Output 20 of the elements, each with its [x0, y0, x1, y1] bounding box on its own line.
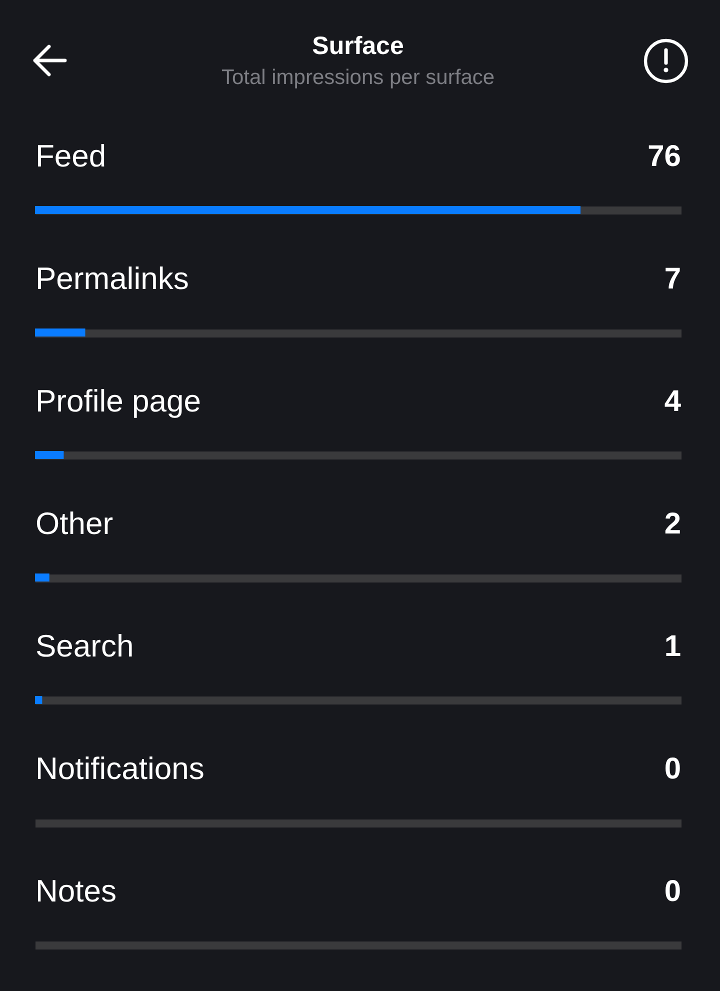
data-label: 7: [664, 262, 681, 296]
bar: [35, 696, 42, 704]
y-tick-label: Profile page: [36, 384, 201, 418]
data-label: 2: [664, 508, 681, 540]
data-label: 0: [664, 752, 681, 786]
data-label: 0: [664, 875, 681, 908]
y-tick-label: Permalinks: [36, 261, 189, 296]
data-label: 76: [648, 140, 681, 173]
y-tick-label: Notes: [36, 874, 116, 908]
bar: [35, 451, 64, 459]
bar: [35, 328, 86, 336]
y-tick-label: Notifications: [36, 751, 204, 786]
chart-title: Surface: [312, 32, 404, 60]
chart-subtitle: Total impressions per surface: [221, 66, 495, 89]
bar: [35, 574, 50, 582]
data-label: 4: [664, 385, 682, 418]
y-tick-label: Feed: [36, 138, 106, 174]
y-tick-label: Other: [36, 506, 114, 541]
y-tick-label: Search: [36, 628, 134, 664]
data-label: 1: [664, 630, 681, 663]
